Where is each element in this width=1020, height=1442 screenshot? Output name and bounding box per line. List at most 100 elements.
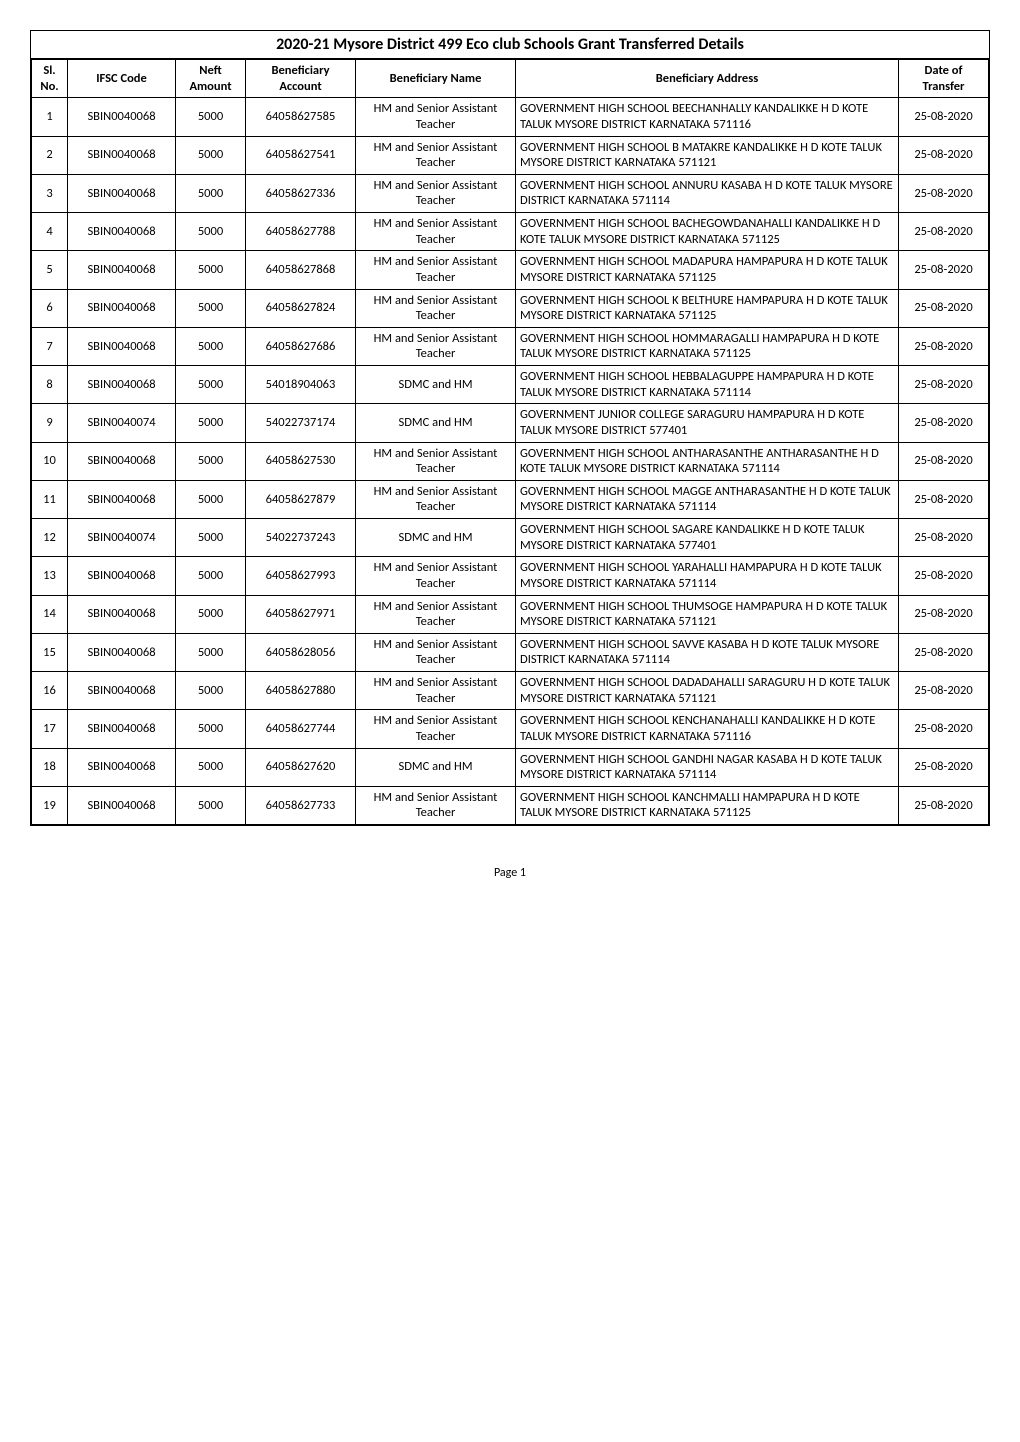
cell-sl: 16 [32,672,68,710]
cell-acct: 64058627733 [246,786,356,824]
cell-neft: 5000 [176,480,246,518]
col-neft: Neft Amount [176,60,246,98]
cell-acct: 54022737243 [246,519,356,557]
cell-sl: 18 [32,748,68,786]
cell-neft: 5000 [176,633,246,671]
cell-date: 25-08-2020 [899,136,989,174]
table-row: 6SBIN0040068500064058627824HM and Senior… [32,289,989,327]
cell-addr: GOVERNMENT HIGH SCHOOL THUMSOGE HAMPAPUR… [516,595,899,633]
cell-ifsc: SBIN0040068 [68,251,176,289]
table-row: 1SBIN0040068500064058627585HM and Senior… [32,98,989,136]
cell-bname: HM and Senior Assistant Teacher [356,480,516,518]
cell-ifsc: SBIN0040068 [68,710,176,748]
cell-sl: 15 [32,633,68,671]
cell-bname: HM and Senior Assistant Teacher [356,595,516,633]
cell-addr: GOVERNMENT HIGH SCHOOL BACHEGOWDANAHALLI… [516,213,899,251]
cell-acct: 64058627744 [246,710,356,748]
cell-ifsc: SBIN0040068 [68,98,176,136]
cell-neft: 5000 [176,136,246,174]
cell-bname: HM and Senior Assistant Teacher [356,213,516,251]
cell-sl: 1 [32,98,68,136]
cell-addr: GOVERNMENT HIGH SCHOOL BEECHANHALLY KAND… [516,98,899,136]
col-sl: Sl. No. [32,60,68,98]
cell-bname: HM and Senior Assistant Teacher [356,557,516,595]
cell-sl: 9 [32,404,68,442]
cell-ifsc: SBIN0040068 [68,289,176,327]
cell-sl: 6 [32,289,68,327]
cell-addr: GOVERNMENT HIGH SCHOOL SAGARE KANDALIKKE… [516,519,899,557]
table-row: 19SBIN0040068500064058627733HM and Senio… [32,786,989,824]
cell-neft: 5000 [176,213,246,251]
cell-ifsc: SBIN0040068 [68,213,176,251]
cell-bname: HM and Senior Assistant Teacher [356,633,516,671]
cell-acct: 64058627879 [246,480,356,518]
cell-ifsc: SBIN0040068 [68,633,176,671]
cell-date: 25-08-2020 [899,519,989,557]
table-row: 17SBIN0040068500064058627744HM and Senio… [32,710,989,748]
cell-acct: 64058627868 [246,251,356,289]
cell-addr: GOVERNMENT HIGH SCHOOL GANDHI NAGAR KASA… [516,748,899,786]
cell-neft: 5000 [176,366,246,404]
cell-addr: GOVERNMENT HIGH SCHOOL DADADAHALLI SARAG… [516,672,899,710]
col-ifsc: IFSC Code [68,60,176,98]
cell-acct: 64058627585 [246,98,356,136]
cell-date: 25-08-2020 [899,710,989,748]
cell-neft: 5000 [176,557,246,595]
cell-ifsc: SBIN0040074 [68,404,176,442]
cell-date: 25-08-2020 [899,557,989,595]
cell-acct: 64058627686 [246,327,356,365]
cell-ifsc: SBIN0040068 [68,366,176,404]
cell-date: 25-08-2020 [899,289,989,327]
table-row: 15SBIN0040068500064058628056HM and Senio… [32,633,989,671]
table-row: 18SBIN0040068500064058627620SDMC and HMG… [32,748,989,786]
table-row: 9SBIN0040074500054022737174SDMC and HMGO… [32,404,989,442]
page-title: 2020-21 Mysore District 499 Eco club Sch… [31,31,989,59]
cell-bname: HM and Senior Assistant Teacher [356,136,516,174]
cell-date: 25-08-2020 [899,98,989,136]
cell-acct: 54018904063 [246,366,356,404]
table-row: 4SBIN0040068500064058627788HM and Senior… [32,213,989,251]
cell-sl: 13 [32,557,68,595]
cell-date: 25-08-2020 [899,404,989,442]
cell-addr: GOVERNMENT HIGH SCHOOL KENCHANAHALLI KAN… [516,710,899,748]
cell-ifsc: SBIN0040068 [68,136,176,174]
col-bname: Beneficiary Name [356,60,516,98]
transfer-table: Sl. No. IFSC Code Neft Amount Beneficiar… [31,59,989,825]
table-row: 7SBIN0040068500064058627686HM and Senior… [32,327,989,365]
cell-addr: GOVERNMENT HIGH SCHOOL ANNURU KASABA H D… [516,174,899,212]
col-acct: Beneficiary Account [246,60,356,98]
cell-ifsc: SBIN0040068 [68,748,176,786]
cell-bname: SDMC and HM [356,748,516,786]
table-row: 8SBIN0040068500054018904063SDMC and HMGO… [32,366,989,404]
cell-date: 25-08-2020 [899,480,989,518]
cell-neft: 5000 [176,786,246,824]
cell-sl: 10 [32,442,68,480]
cell-ifsc: SBIN0040068 [68,557,176,595]
cell-neft: 5000 [176,748,246,786]
table-row: 3SBIN0040068500064058627336HM and Senior… [32,174,989,212]
cell-acct: 64058627880 [246,672,356,710]
cell-sl: 3 [32,174,68,212]
cell-date: 25-08-2020 [899,174,989,212]
cell-bname: HM and Senior Assistant Teacher [356,251,516,289]
cell-acct: 64058627993 [246,557,356,595]
cell-neft: 5000 [176,174,246,212]
cell-bname: HM and Senior Assistant Teacher [356,672,516,710]
cell-sl: 7 [32,327,68,365]
cell-neft: 5000 [176,251,246,289]
cell-sl: 19 [32,786,68,824]
table-row: 13SBIN0040068500064058627993HM and Senio… [32,557,989,595]
cell-sl: 2 [32,136,68,174]
cell-sl: 12 [32,519,68,557]
cell-date: 25-08-2020 [899,633,989,671]
cell-neft: 5000 [176,327,246,365]
cell-acct: 64058627971 [246,595,356,633]
cell-addr: GOVERNMENT HIGH SCHOOL ANTHARASANTHE ANT… [516,442,899,480]
cell-ifsc: SBIN0040068 [68,672,176,710]
table-row: 11SBIN0040068500064058627879HM and Senio… [32,480,989,518]
cell-bname: HM and Senior Assistant Teacher [356,98,516,136]
cell-sl: 5 [32,251,68,289]
col-addr: Beneficiary Address [516,60,899,98]
cell-neft: 5000 [176,595,246,633]
cell-date: 25-08-2020 [899,442,989,480]
